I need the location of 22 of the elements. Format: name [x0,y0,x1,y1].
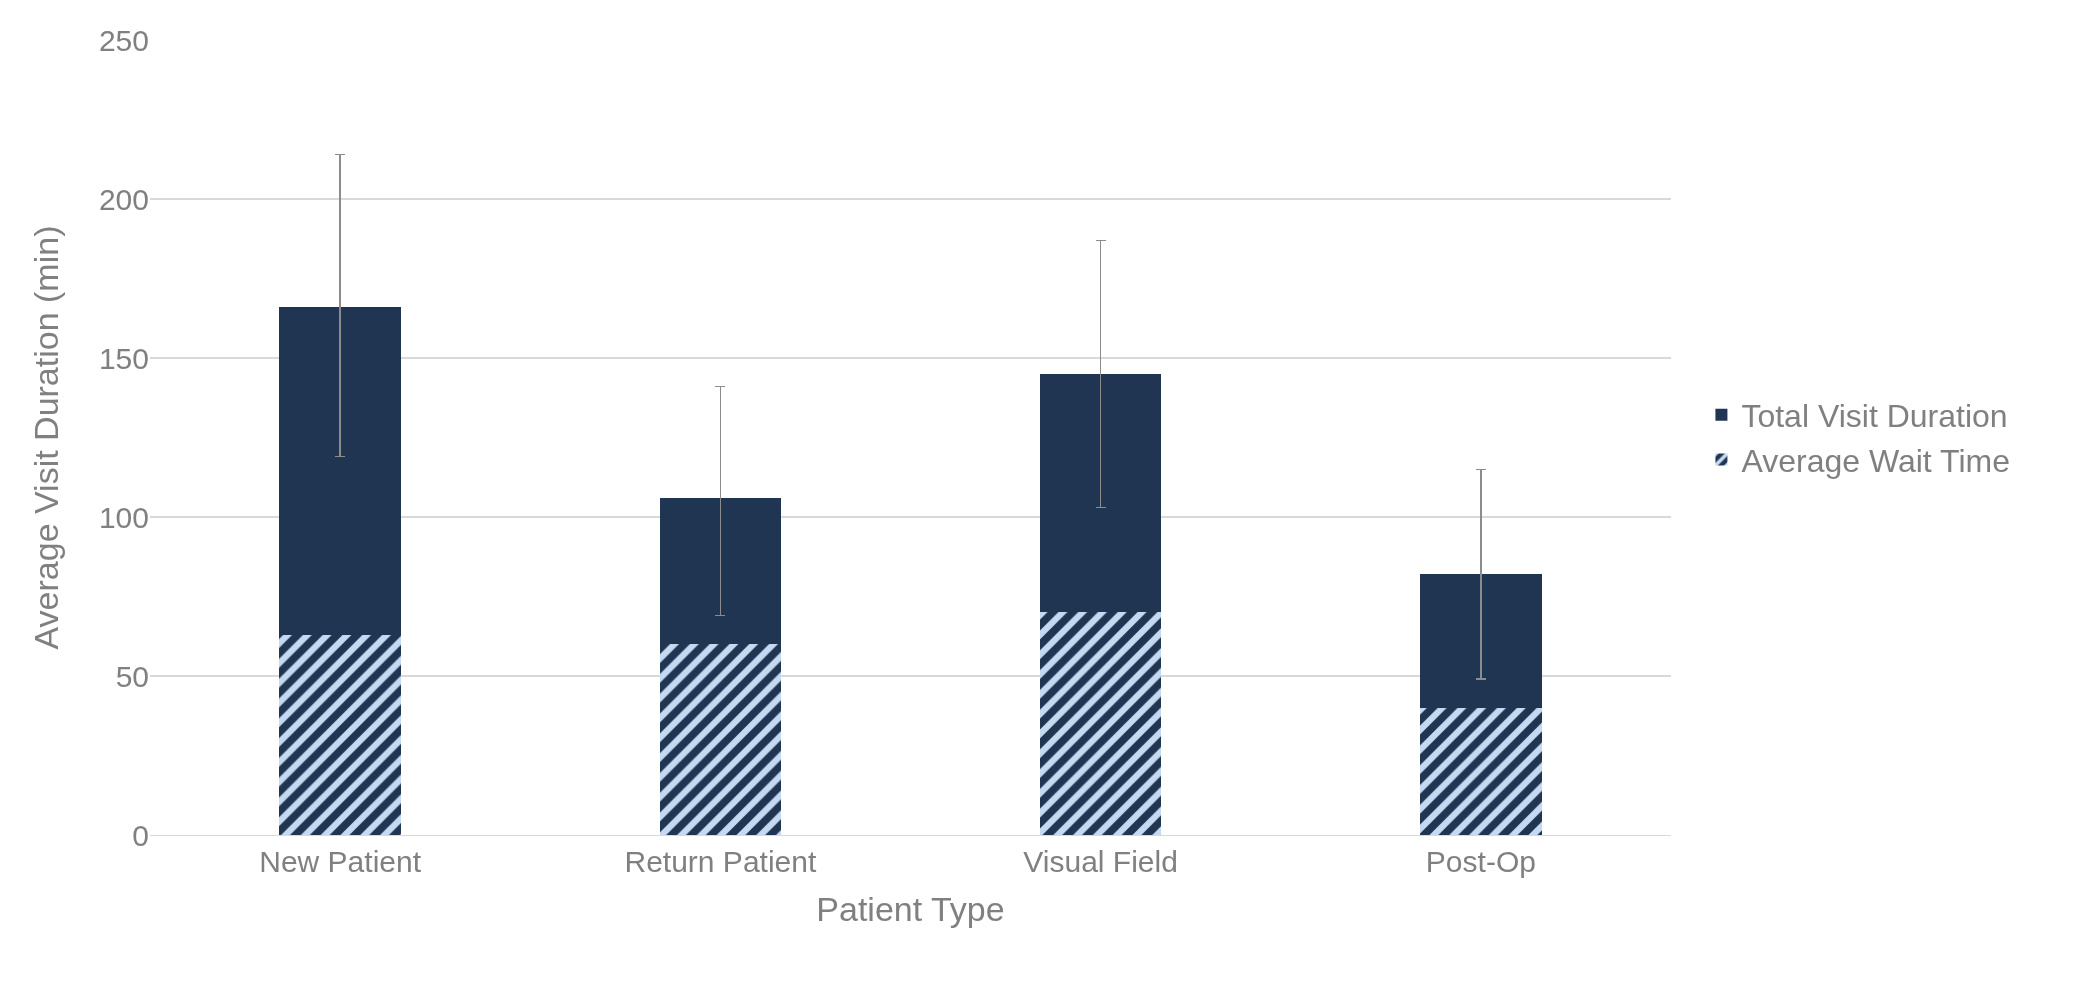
legend-label: Total Visit Duration [1741,398,2008,435]
text: Average Wait Time [1741,442,2010,479]
bar [1039,373,1162,613]
x-tick-label: New Patient [259,845,422,878]
y-tick-label: 0 [132,818,149,852]
bar [1420,574,1542,708]
x-axis-title: Patient Type [816,890,1005,929]
x-tick-label: Post-Op [1425,845,1536,878]
x-tick-label: Return Patient [624,845,817,878]
bar [1420,707,1542,835]
y-axis-title: Average Visit Duration (min) [26,225,65,650]
bar [1039,612,1162,835]
bar [659,497,782,645]
bar [659,644,782,835]
bar [279,634,401,835]
y-tick-label: 100 [98,500,149,534]
y-tick-label: 250 [98,23,149,57]
y-tick-label: 200 [98,182,149,216]
y-tick-label: 150 [98,341,149,375]
x-tick-label: Visual Field [1023,845,1178,878]
bar [279,307,401,635]
y-tick-label: 50 [115,659,149,693]
